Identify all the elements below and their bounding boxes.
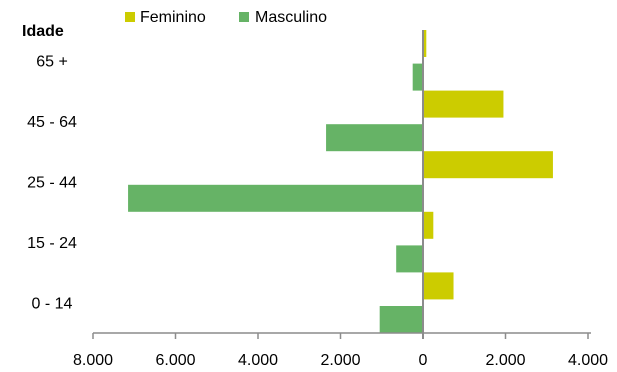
x-tick-label-3: 2.000 (320, 352, 360, 369)
legend-swatch-masculino (239, 12, 249, 22)
legend-label-feminino: Feminino (140, 9, 206, 26)
bar-masculino-1 (326, 124, 423, 152)
category-label-1: 45 - 64 (27, 114, 77, 131)
bar-feminino-1 (423, 90, 504, 118)
x-tick-label-6: 4.000 (568, 352, 608, 369)
bar-masculino-2 (128, 184, 423, 212)
bar-feminino-3 (423, 211, 434, 239)
category-labels: 65 + 45 - 64 25 - 44 15 - 24 0 - 14 (27, 53, 77, 312)
bar-feminino-0 (423, 30, 427, 57)
x-tick-label-4: 0 (419, 352, 428, 369)
bar-masculino-4 (379, 306, 423, 333)
category-label-2: 25 - 44 (27, 175, 77, 192)
x-tick-label-2: 4.000 (238, 352, 278, 369)
bars-group (128, 30, 553, 333)
y-axis-title: Idade (22, 23, 64, 40)
axes-group (92, 30, 591, 339)
category-label-3: 15 - 24 (27, 235, 77, 252)
x-tick-label-1: 6.000 (155, 352, 195, 369)
bar-masculino-3 (396, 245, 423, 273)
x-tick-label-5: 2.000 (485, 352, 525, 369)
x-tick-label-0: 8.000 (73, 352, 113, 369)
legend: Feminino Masculino (125, 9, 327, 26)
category-label-0: 65 + (36, 53, 68, 70)
bar-masculino-0 (412, 63, 423, 91)
bar-feminino-4 (423, 272, 454, 300)
legend-swatch-feminino (125, 12, 135, 22)
legend-label-masculino: Masculino (255, 9, 327, 26)
bar-feminino-2 (423, 151, 553, 179)
category-label-4: 0 - 14 (32, 296, 73, 313)
x-tick-labels: 8.000 6.000 4.000 2.000 0 2.000 4.000 (73, 352, 608, 369)
